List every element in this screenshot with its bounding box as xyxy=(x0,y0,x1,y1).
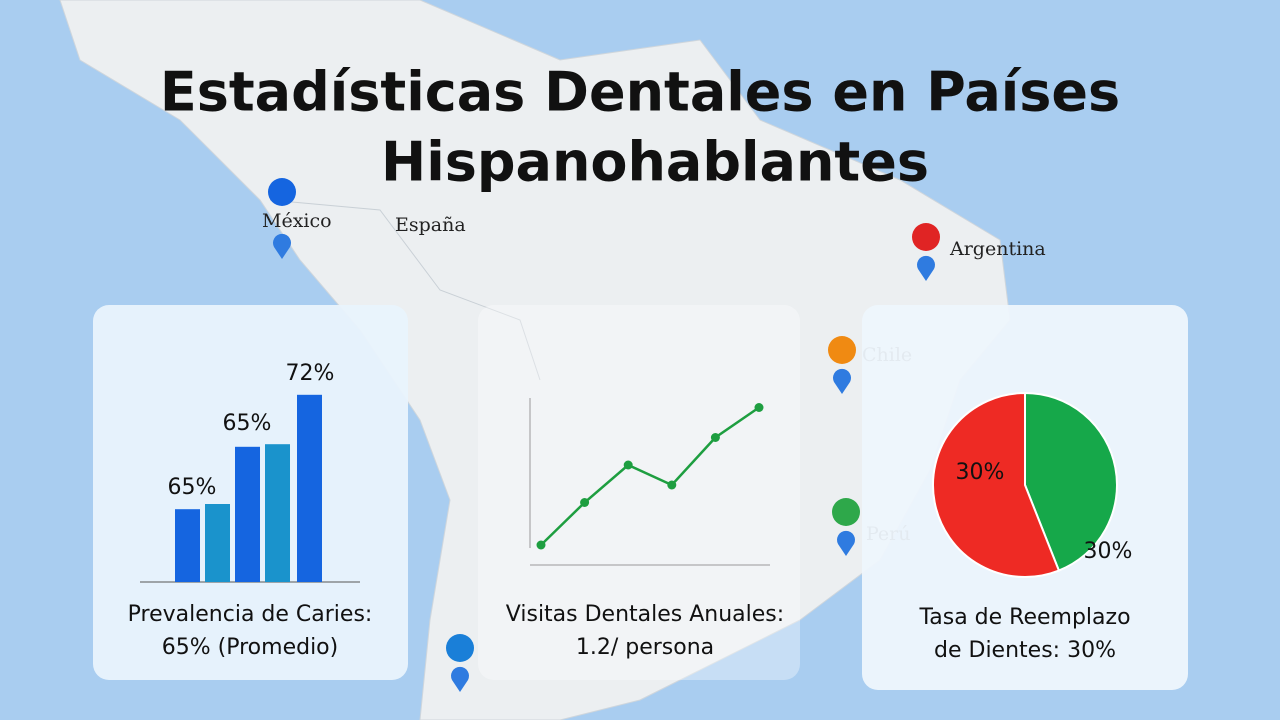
bar xyxy=(265,444,290,582)
bar xyxy=(235,446,260,582)
place-label: Argentina xyxy=(949,238,1046,260)
point xyxy=(754,403,764,412)
title-line-2: Hispanohablantes xyxy=(381,131,929,194)
point xyxy=(580,498,590,507)
caption: Visitas Dentales Anuales: xyxy=(506,602,784,627)
place-icon xyxy=(912,223,940,251)
caption: Tasa de Reemplazo xyxy=(918,605,1130,630)
point xyxy=(623,460,633,470)
pin xyxy=(917,255,935,281)
charts: 65% 65% 72% 30% 30% xyxy=(140,361,1133,583)
pin xyxy=(837,530,856,556)
place-icon xyxy=(446,634,474,662)
land xyxy=(59,0,1011,720)
point xyxy=(536,540,546,550)
point xyxy=(710,433,720,442)
bar xyxy=(175,509,200,582)
caption: de Dientes: 30% xyxy=(934,638,1116,663)
pin xyxy=(273,233,292,259)
place-label: España xyxy=(395,214,466,236)
pin xyxy=(833,368,851,394)
card xyxy=(478,305,800,680)
pie-slice xyxy=(1024,391,1118,572)
caption: 65% (Promedio) xyxy=(162,635,338,660)
bar xyxy=(297,394,322,582)
place-icon xyxy=(828,336,856,364)
bar-annotation: 65% xyxy=(168,475,217,500)
title-line-1: Estadísticas Dentales en Países xyxy=(160,61,1120,124)
pie-slice xyxy=(932,391,1061,578)
pin xyxy=(451,666,469,692)
caption: 1.2/ persona xyxy=(576,635,714,660)
caption: Prevalencia de Caries: xyxy=(128,602,373,627)
border xyxy=(269,199,541,381)
pie-annotation: 30% xyxy=(1084,539,1133,564)
bar-annotation: 72% xyxy=(286,361,335,386)
line xyxy=(540,406,760,546)
place-icon xyxy=(832,498,860,526)
place-label: México xyxy=(262,210,332,232)
bar-annotation: 65% xyxy=(223,411,272,436)
place-icon xyxy=(268,178,296,206)
pie-annotation: 30% xyxy=(956,460,1005,485)
bar xyxy=(205,504,230,582)
point xyxy=(667,480,677,490)
